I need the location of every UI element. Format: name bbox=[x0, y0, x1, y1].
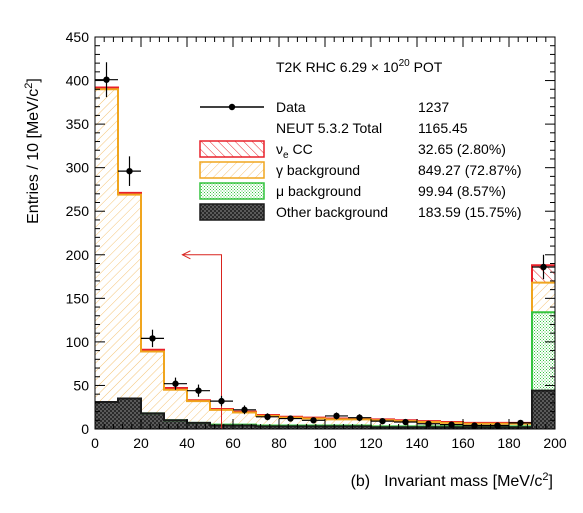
legend-value: 183.59 (15.75%) bbox=[418, 204, 522, 220]
legend-swatch bbox=[200, 162, 264, 178]
x-tick-label: 40 bbox=[179, 435, 195, 451]
legend-entry-other: Other background 183.59 (15.75%) bbox=[200, 204, 522, 220]
data-marker bbox=[241, 407, 247, 413]
legend-entry-mu: μ background 99.94 (8.57%) bbox=[200, 183, 506, 199]
data-marker bbox=[264, 414, 270, 420]
data-marker bbox=[126, 168, 132, 174]
y-tick-label: 0 bbox=[81, 421, 89, 437]
legend-value: 1237 bbox=[418, 99, 449, 115]
y-tick-label: 150 bbox=[66, 290, 90, 306]
data-marker bbox=[103, 76, 109, 82]
legend-label: Other background bbox=[276, 204, 388, 220]
data-point bbox=[118, 156, 141, 186]
legend-value: 1165.45 bbox=[418, 120, 468, 136]
legend-label: νe CC bbox=[276, 141, 313, 161]
data-marker bbox=[540, 264, 546, 270]
legend-entry-nue: νe CC 32.65 (2.80%) bbox=[200, 141, 506, 161]
exposure-annotation: T2K RHC 6.29 × 1020 POT bbox=[276, 58, 443, 75]
legend-label: Data bbox=[276, 99, 306, 115]
x-tick-label: 100 bbox=[313, 435, 337, 451]
data-marker bbox=[287, 415, 293, 421]
x-tick-label: 120 bbox=[359, 435, 383, 451]
legend: Data 1237 NEUT 5.3.2 Total 1165.45 νe CC 32.6… bbox=[200, 99, 522, 220]
legend-entry-gamma: γ background 849.27 (72.87%) bbox=[200, 162, 522, 178]
legend-label: μ background bbox=[276, 183, 361, 199]
legend-swatch bbox=[200, 204, 264, 220]
x-tick-label: 140 bbox=[405, 435, 429, 451]
data-point bbox=[141, 330, 164, 347]
data-point bbox=[187, 385, 210, 397]
data-point bbox=[210, 396, 233, 406]
x-tick-label: 60 bbox=[225, 435, 241, 451]
x-tick-label: 200 bbox=[543, 435, 567, 451]
legend-swatch bbox=[200, 183, 264, 199]
legend-value: 99.94 (8.57%) bbox=[418, 183, 506, 199]
legend-entry-data: Data 1237 bbox=[200, 99, 449, 115]
data-marker bbox=[172, 381, 178, 387]
x-tick-label: 160 bbox=[451, 435, 475, 451]
y-tick-label: 450 bbox=[66, 29, 90, 45]
y-tick-label: 250 bbox=[66, 203, 90, 219]
data-marker bbox=[379, 418, 385, 424]
y-tick-label: 50 bbox=[73, 377, 89, 393]
x-tick-label: 20 bbox=[133, 435, 149, 451]
legend-value: 849.27 (72.87%) bbox=[418, 162, 522, 178]
x-tick-label: 80 bbox=[271, 435, 287, 451]
x-axis-label: (b) Invariant mass [MeV/c2] bbox=[351, 471, 553, 490]
y-tick-label: 300 bbox=[66, 160, 90, 176]
data-marker bbox=[310, 417, 316, 423]
y-tick-label: 100 bbox=[66, 334, 90, 350]
gamma-bg-line bbox=[95, 89, 555, 424]
legend-swatch bbox=[200, 141, 264, 157]
legend-entry-total: NEUT 5.3.2 Total 1165.45 bbox=[276, 120, 468, 136]
y-axis-label: Entries / 10 [MeV/c2] bbox=[23, 78, 42, 224]
stacked-histogram bbox=[95, 88, 555, 429]
data-marker bbox=[333, 413, 339, 419]
legend-label: NEUT 5.3.2 Total bbox=[276, 120, 382, 136]
panel-label: (b) bbox=[351, 473, 371, 490]
data-marker bbox=[149, 335, 155, 341]
legend-label: γ background bbox=[276, 162, 360, 178]
data-marker bbox=[356, 414, 362, 420]
data-marker bbox=[218, 398, 224, 404]
legend-data-marker bbox=[229, 104, 235, 110]
x-tick-label: 0 bbox=[91, 435, 99, 451]
y-tick-label: 350 bbox=[66, 116, 90, 132]
x-tick-label: 180 bbox=[497, 435, 521, 451]
y-tick-label: 400 bbox=[66, 73, 90, 89]
legend-value: 32.65 (2.80%) bbox=[418, 141, 506, 157]
y-tick-label: 200 bbox=[66, 247, 90, 263]
data-marker bbox=[195, 387, 201, 393]
